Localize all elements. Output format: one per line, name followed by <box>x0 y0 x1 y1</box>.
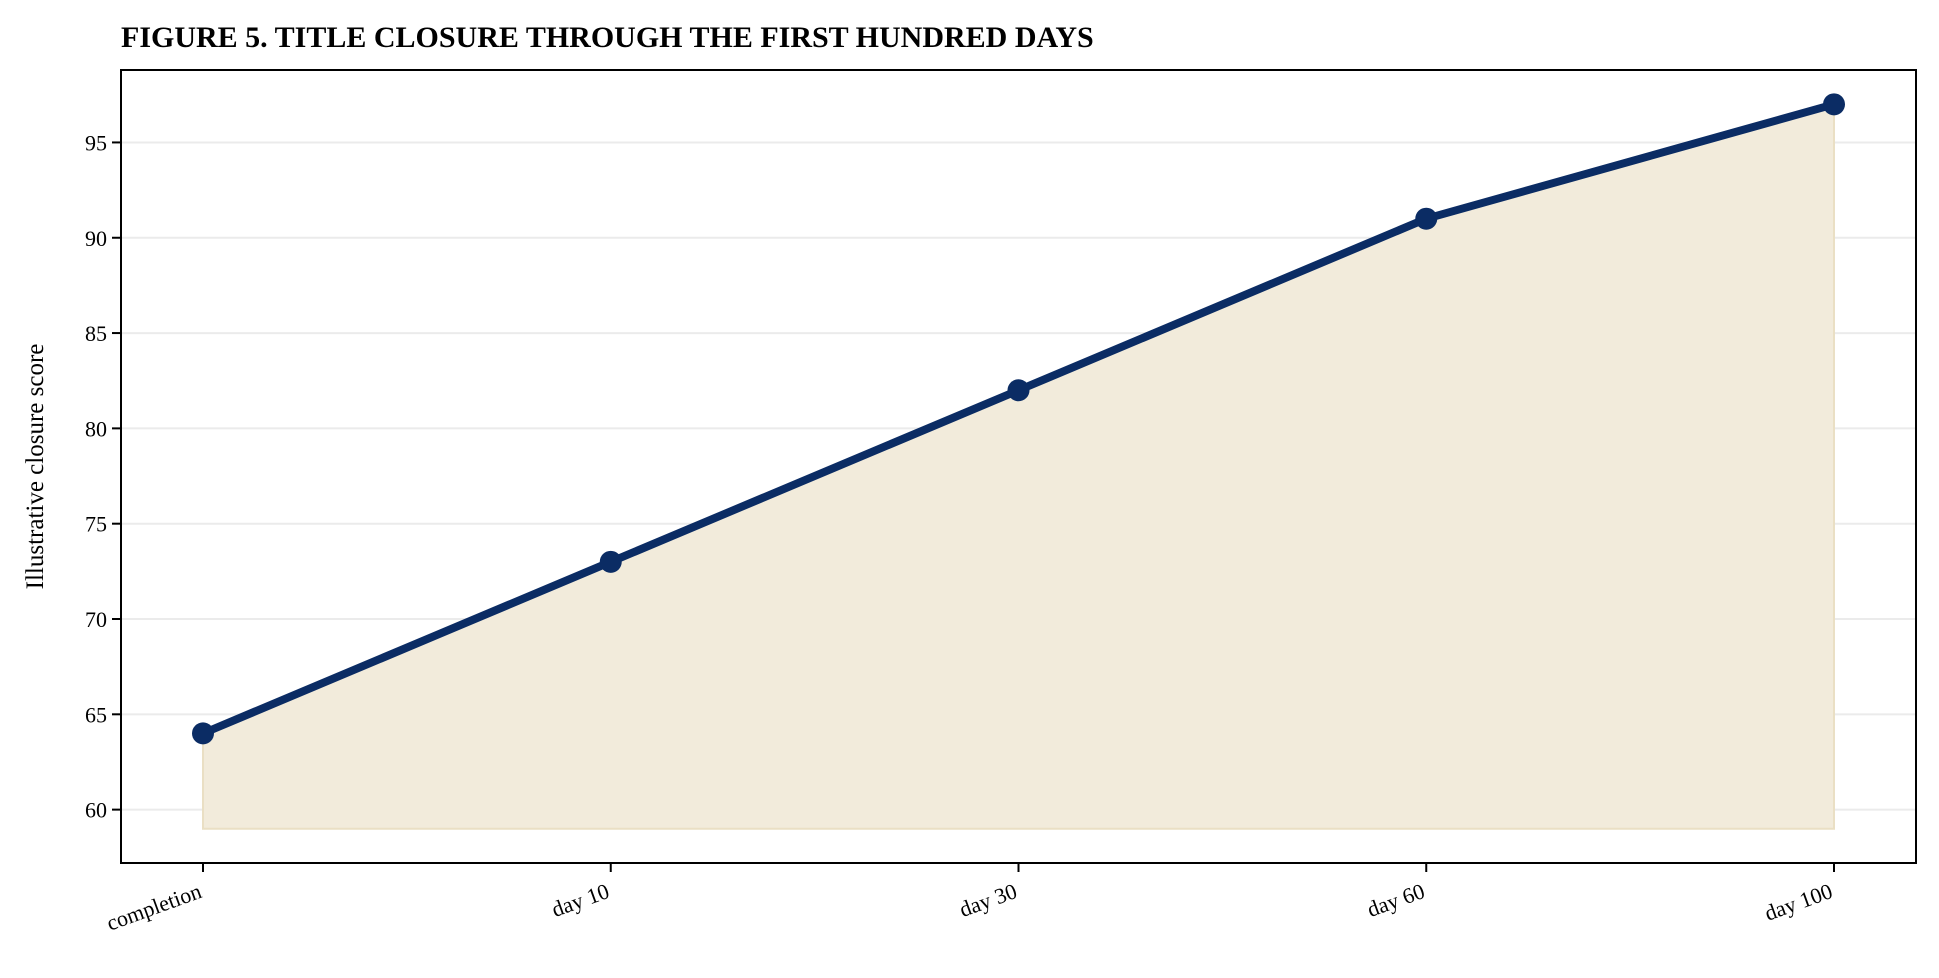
y-tick-label: 90 <box>85 226 107 251</box>
data-point <box>192 722 214 745</box>
y-tick-label: 75 <box>85 512 107 537</box>
series-layer <box>192 93 1845 745</box>
y-tick-label: 65 <box>85 702 107 727</box>
chart-title: FIGURE 5. TITLE CLOSURE THROUGH THE FIRS… <box>121 21 1094 54</box>
x-axis: completion day 10 day 30 day 60 day 100 <box>103 863 1836 936</box>
y-tick-label: 80 <box>85 416 107 441</box>
x-tick-label: day 30 <box>956 878 1020 922</box>
x-tick-label: day 100 <box>1761 878 1836 926</box>
y-tick-label: 95 <box>85 130 107 155</box>
y-tick-label: 85 <box>85 321 107 346</box>
area-layer <box>202 102 1835 830</box>
area-fill <box>202 102 1835 830</box>
y-axis: 60 65 70 75 80 85 90 95 <box>85 130 121 823</box>
y-axis-label: Illustrative closure score <box>22 344 49 590</box>
x-tick-label: completion <box>103 878 205 935</box>
data-point <box>1007 379 1030 402</box>
x-tick-label: day 10 <box>548 878 612 922</box>
y-tick-label: 60 <box>85 798 107 823</box>
data-point <box>599 550 622 573</box>
data-point <box>1415 207 1438 230</box>
data-point <box>1823 93 1845 116</box>
x-tick-label: day 60 <box>1364 878 1428 922</box>
y-tick-label: 70 <box>85 607 107 632</box>
